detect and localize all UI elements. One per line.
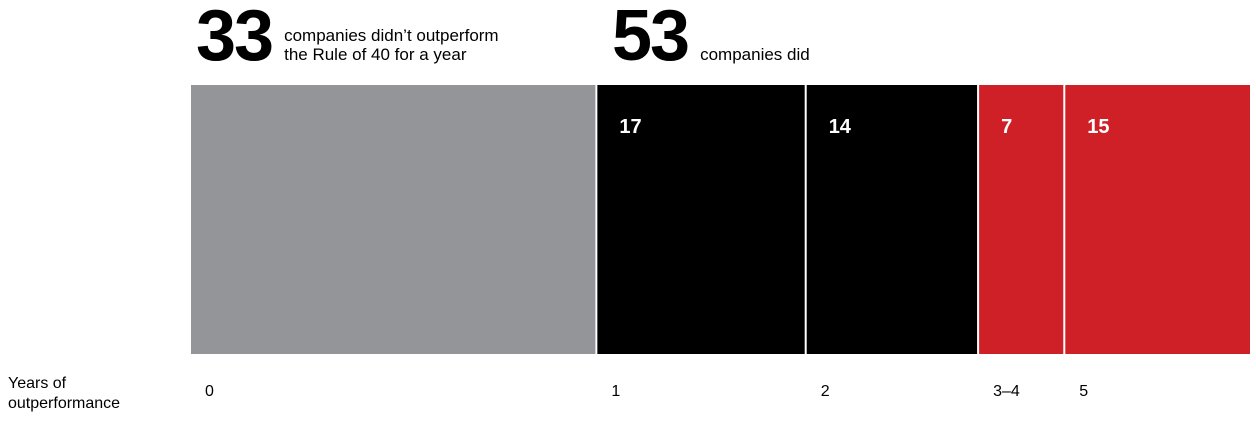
bar-segment-2 xyxy=(806,85,978,354)
tick-label-1: 1 xyxy=(611,383,620,400)
headline-right: 53 companies did xyxy=(612,0,810,76)
bar-segment-5 xyxy=(1065,85,1250,354)
did-not-outperform-count: 33 xyxy=(196,0,274,76)
tick-label-3–4: 3–4 xyxy=(993,383,1020,400)
data-label-5: 15 xyxy=(1087,116,1109,138)
headline-left: 33 companies didn’t outperform the Rule … xyxy=(196,0,499,76)
tick-label-5: 5 xyxy=(1079,383,1088,400)
data-label-1: 17 xyxy=(619,116,641,138)
data-label-2: 14 xyxy=(829,116,852,138)
bar-segment-3–4 xyxy=(979,85,1064,354)
bar-segment-0 xyxy=(191,85,596,354)
data-label-3–4: 7 xyxy=(1001,116,1012,138)
did-not-outperform-caption: companies didn’t outperform the Rule of … xyxy=(284,26,499,64)
bar-segment-1 xyxy=(597,85,805,354)
did-outperform-caption: companies did xyxy=(700,45,810,64)
tick-label-0: 0 xyxy=(205,383,214,400)
x-axis-title: Years of outperformance xyxy=(8,375,121,412)
did-outperform-count: 53 xyxy=(612,0,690,76)
tick-label-2: 2 xyxy=(821,383,830,400)
